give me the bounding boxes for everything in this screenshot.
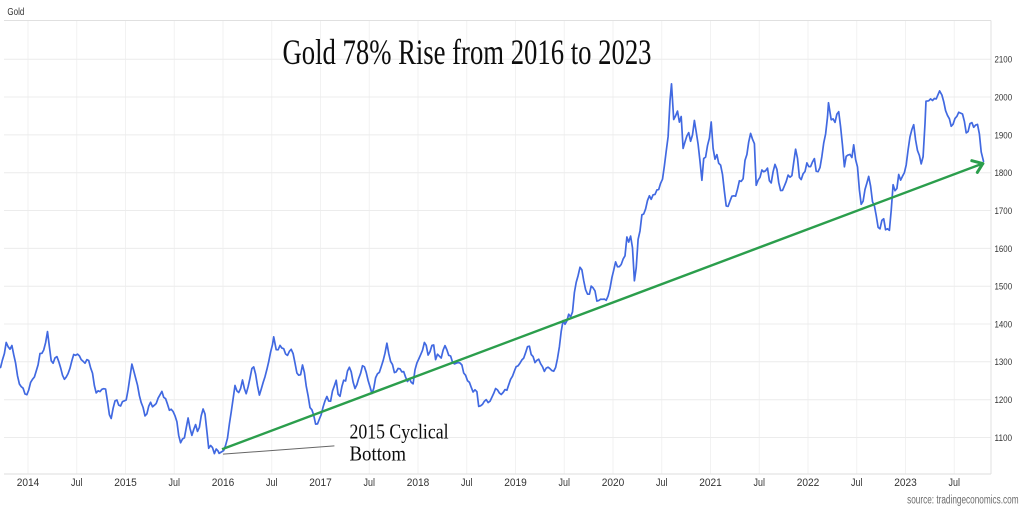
svg-text:2000: 2000 bbox=[995, 92, 1013, 103]
svg-text:2015 Cyclical: 2015 Cyclical bbox=[350, 420, 449, 444]
svg-text:2022: 2022 bbox=[797, 477, 820, 489]
svg-text:Jul: Jul bbox=[754, 477, 765, 489]
svg-text:1100: 1100 bbox=[995, 433, 1013, 444]
svg-text:2100: 2100 bbox=[995, 55, 1013, 66]
svg-text:1700: 1700 bbox=[995, 206, 1013, 217]
svg-text:Jul: Jul bbox=[851, 477, 862, 489]
svg-text:Jul: Jul bbox=[71, 477, 82, 489]
svg-text:2018: 2018 bbox=[407, 477, 430, 489]
svg-text:1800: 1800 bbox=[995, 168, 1013, 179]
svg-text:2020: 2020 bbox=[602, 477, 625, 489]
svg-text:2023: 2023 bbox=[894, 477, 917, 489]
svg-text:Jul: Jul bbox=[949, 477, 960, 489]
svg-text:2019: 2019 bbox=[504, 477, 527, 489]
svg-text:Jul: Jul bbox=[559, 477, 570, 489]
svg-text:1300: 1300 bbox=[995, 357, 1013, 368]
svg-text:2016: 2016 bbox=[212, 477, 235, 489]
svg-text:Gold 78% Rise from 2016 to 202: Gold 78% Rise from 2016 to 2023 bbox=[283, 32, 652, 72]
svg-text:Bottom: Bottom bbox=[350, 441, 407, 465]
svg-text:source: tradingeconomics.com: source: tradingeconomics.com bbox=[907, 495, 1019, 507]
svg-text:2021: 2021 bbox=[699, 477, 722, 489]
svg-text:Jul: Jul bbox=[461, 477, 472, 489]
svg-text:Gold: Gold bbox=[7, 7, 24, 18]
svg-text:Jul: Jul bbox=[656, 477, 667, 489]
svg-text:2014: 2014 bbox=[17, 477, 40, 489]
svg-text:1200: 1200 bbox=[995, 395, 1013, 406]
svg-text:Jul: Jul bbox=[266, 477, 277, 489]
svg-text:2017: 2017 bbox=[309, 477, 332, 489]
svg-text:Jul: Jul bbox=[364, 477, 375, 489]
svg-text:Jul: Jul bbox=[169, 477, 180, 489]
svg-text:1900: 1900 bbox=[995, 130, 1013, 141]
svg-text:2015: 2015 bbox=[114, 477, 137, 489]
svg-text:1600: 1600 bbox=[995, 244, 1013, 255]
svg-text:1400: 1400 bbox=[995, 319, 1013, 330]
svg-text:1500: 1500 bbox=[995, 282, 1013, 293]
